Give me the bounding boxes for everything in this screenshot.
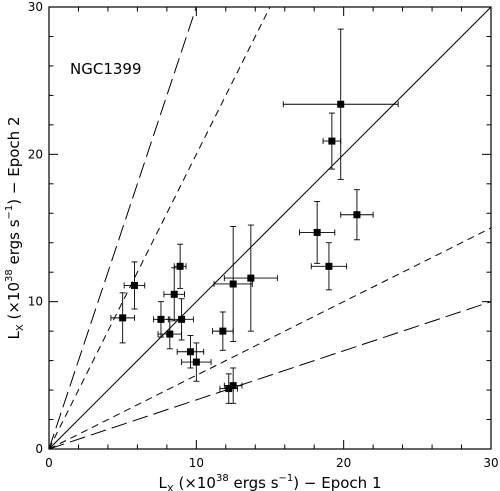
point-marker: [186, 348, 194, 356]
reference-line-4: [49, 301, 491, 449]
point-marker: [247, 274, 255, 282]
data-point: [123, 261, 146, 310]
y-tick-label: 20: [28, 147, 43, 161]
point-marker: [166, 330, 174, 338]
y-tick-label: 10: [28, 295, 43, 309]
data-point: [110, 292, 135, 344]
y-axis-label: LX (×1038 ergs s−1) − Epoch 2: [4, 116, 26, 339]
point-marker: [176, 262, 184, 270]
x-tick-label: 30: [483, 456, 498, 470]
galaxy-annotation: NGC1399: [70, 60, 142, 78]
point-marker: [225, 385, 233, 393]
y-tick-label: 30: [28, 0, 43, 14]
point-marker: [328, 137, 336, 145]
data-point: [299, 201, 336, 264]
point-marker: [353, 211, 361, 219]
y-tick-label: 0: [35, 442, 43, 456]
x-axis-label: LX (×1038 ergs s−1) − Epoch 1: [158, 473, 381, 491]
reference-line-2: [49, 227, 491, 449]
axis-ticks: [48, 6, 492, 450]
point-marker: [192, 358, 200, 366]
point-marker: [325, 262, 333, 270]
data-point: [213, 226, 253, 342]
data-point: [340, 189, 374, 241]
data-point: [157, 318, 183, 350]
data-point: [163, 267, 185, 322]
data-point: [181, 342, 212, 382]
reference-lines: [49, 7, 491, 449]
reference-line-3: [49, 7, 197, 449]
point-marker: [229, 280, 237, 288]
data-point: [173, 243, 187, 289]
point-marker: [337, 100, 345, 108]
x-tick-label: 0: [45, 456, 53, 470]
plot-frame: [48, 6, 492, 450]
reference-line-0: [49, 7, 491, 449]
data-point: [322, 112, 342, 170]
data-points: [110, 28, 399, 404]
point-marker: [178, 315, 186, 323]
data-point: [310, 242, 348, 291]
data-point: [223, 367, 243, 404]
data-point: [176, 335, 205, 369]
x-tick-label: 10: [189, 456, 204, 470]
point-marker: [119, 314, 127, 322]
data-point: [153, 301, 169, 338]
point-marker: [170, 290, 178, 298]
point-marker: [229, 382, 237, 390]
data-point: [212, 311, 234, 351]
point-marker: [130, 281, 138, 289]
tick-labels: 0 10 20 30 0 10 20 30: [28, 0, 499, 470]
point-marker: [313, 228, 321, 236]
data-point: [282, 28, 399, 180]
point-marker: [219, 327, 227, 335]
point-marker: [157, 315, 165, 323]
x-tick-label: 20: [336, 456, 351, 470]
reference-line-1: [49, 7, 271, 449]
